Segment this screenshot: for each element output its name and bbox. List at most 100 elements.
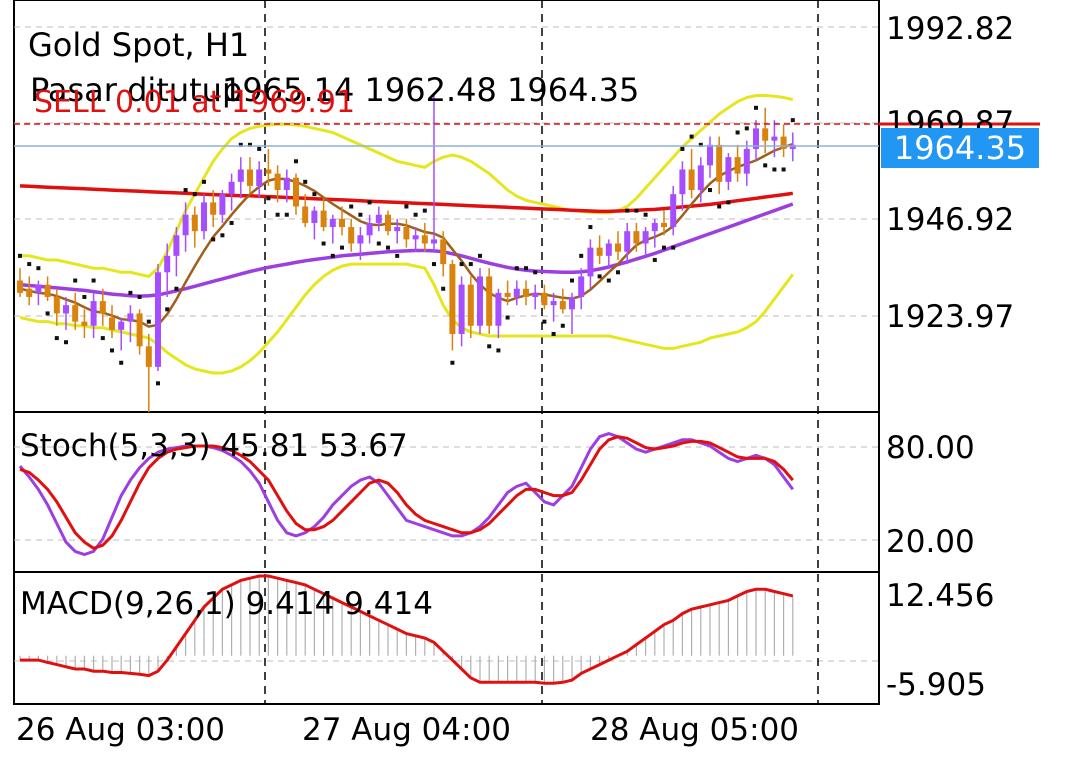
psar-dot xyxy=(321,241,326,246)
candle-body xyxy=(339,218,345,228)
ma-mid-line xyxy=(19,202,794,298)
psar-dot xyxy=(358,212,363,217)
candle-body xyxy=(486,276,493,326)
candle-body xyxy=(615,243,621,252)
psar-dot xyxy=(634,208,639,213)
macd-tick: -5.905 xyxy=(886,667,986,703)
candle-body xyxy=(182,214,189,236)
candle-body xyxy=(228,181,235,195)
candle-body xyxy=(329,218,336,228)
psar-dot xyxy=(478,253,482,258)
psar-dot xyxy=(275,212,280,217)
candle-body xyxy=(357,235,364,244)
candle-body xyxy=(63,305,69,314)
stoch-tick: 80.00 xyxy=(886,430,975,466)
time-label: 27 Aug 04:00 xyxy=(302,712,511,748)
psar-dot xyxy=(754,105,758,110)
macd-histogram xyxy=(19,576,794,684)
macd-label: MACD(9,26,1) 9.414 9.414 xyxy=(20,586,433,622)
current-price-tag: 1964.35 xyxy=(881,128,1039,168)
psar-dot xyxy=(146,319,151,324)
candle-body xyxy=(477,276,483,326)
psar-dot xyxy=(119,360,124,365)
candle-body xyxy=(431,239,437,244)
macd-tick: 12.456 xyxy=(886,578,994,614)
psar-dot xyxy=(625,208,630,213)
psar-dot xyxy=(432,262,436,267)
stoch-panel[interactable] xyxy=(13,411,880,573)
candle-body xyxy=(145,346,152,367)
macd-signal-line xyxy=(20,574,794,685)
psar-dot xyxy=(238,142,243,147)
psar-dot xyxy=(744,126,749,131)
ohlc-overlay: Pasar ditutup xyxy=(30,71,242,109)
macd-panel[interactable] xyxy=(13,571,880,705)
psar-dot xyxy=(772,167,777,172)
candle-body xyxy=(789,144,796,149)
candle-body xyxy=(99,301,106,314)
psar-dot xyxy=(183,188,188,193)
candle-body xyxy=(523,288,529,297)
psar-dot xyxy=(110,348,114,353)
candle-body xyxy=(504,292,511,297)
candle-body xyxy=(688,169,695,191)
psar-dot xyxy=(505,315,510,320)
psar-dot xyxy=(524,266,528,271)
psar-dot xyxy=(671,245,676,250)
grid-lines xyxy=(14,0,879,704)
candle-body xyxy=(201,202,207,232)
psar-dot xyxy=(349,204,354,209)
candle-body xyxy=(348,227,355,244)
psar-dot xyxy=(229,220,234,225)
candle-body xyxy=(771,136,778,141)
candle-body xyxy=(274,173,281,191)
macd-signal xyxy=(20,574,794,685)
psar-dot xyxy=(781,167,786,172)
psar-dot xyxy=(257,146,262,151)
psar-dot xyxy=(340,245,344,250)
candle-body xyxy=(587,247,594,277)
candle-body xyxy=(136,313,143,347)
candle-body xyxy=(725,157,732,182)
psar-dot xyxy=(82,294,87,299)
psar-dot xyxy=(422,208,427,213)
candle-body xyxy=(633,231,640,244)
psar-dot xyxy=(689,134,694,139)
psar-dot xyxy=(18,253,22,258)
psar-dot xyxy=(73,278,78,283)
psar-dot xyxy=(652,257,657,262)
psar-dot xyxy=(312,192,317,197)
psar-dot xyxy=(496,348,501,353)
psar-dot xyxy=(450,360,455,365)
psar-dot xyxy=(303,179,308,184)
candle-body xyxy=(17,280,23,293)
psar-dot xyxy=(137,294,142,299)
candle-body xyxy=(467,284,474,326)
stoch-d-line xyxy=(19,435,794,550)
candle-body xyxy=(449,264,456,334)
ohlc-values: 1965.14 1962.48 1964.35 xyxy=(222,71,639,109)
candle-body xyxy=(320,210,327,228)
psar-dot xyxy=(616,270,620,275)
candle-body xyxy=(743,148,750,174)
candle-body xyxy=(596,247,603,256)
ma-slow-line xyxy=(19,184,794,214)
psar-dot xyxy=(542,319,547,324)
candle-body xyxy=(550,301,557,306)
psar-dot xyxy=(680,146,685,151)
candle-body xyxy=(375,214,382,223)
psar-dot xyxy=(220,233,225,238)
psar-dot xyxy=(643,212,648,217)
stoch-lines xyxy=(18,432,795,557)
candle-body xyxy=(716,144,723,182)
psar-dot xyxy=(588,225,593,230)
bollinger-line xyxy=(20,94,794,279)
candle-body xyxy=(661,222,667,228)
candle-body xyxy=(265,169,272,174)
psar-dot xyxy=(579,253,584,258)
candle-body xyxy=(219,194,226,215)
psar-dot xyxy=(487,344,492,349)
candle-body xyxy=(578,276,585,297)
psar-dot xyxy=(100,336,105,341)
